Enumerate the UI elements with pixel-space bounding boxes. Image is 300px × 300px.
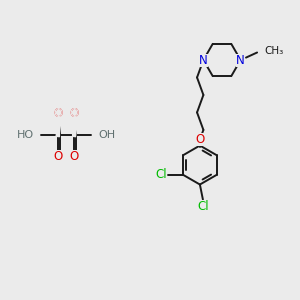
- Text: Cl: Cl: [156, 168, 167, 181]
- Text: N: N: [199, 53, 208, 67]
- Text: N: N: [236, 53, 245, 67]
- Text: Cl: Cl: [197, 200, 209, 213]
- Text: O: O: [70, 106, 79, 120]
- Text: HO: HO: [16, 130, 34, 140]
- Text: OH: OH: [98, 130, 116, 140]
- Text: O: O: [70, 150, 79, 164]
- Text: O: O: [70, 106, 79, 120]
- Text: CH₃: CH₃: [265, 46, 284, 56]
- Text: O: O: [53, 150, 62, 164]
- Text: O: O: [195, 133, 205, 146]
- Text: O: O: [53, 106, 62, 120]
- Text: O: O: [53, 106, 62, 120]
